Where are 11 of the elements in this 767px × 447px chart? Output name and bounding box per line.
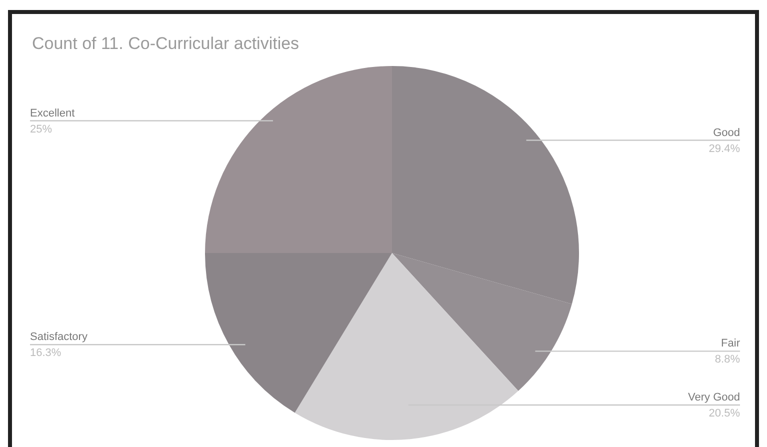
slice-label: Good xyxy=(713,126,740,139)
data-label: 25% xyxy=(30,123,52,136)
chart-title: Count of 11. Co-Curricular activities xyxy=(32,34,300,54)
data-label: 20.5% xyxy=(708,408,740,420)
slice-label: Very Good xyxy=(688,392,740,404)
data-label: 8.8% xyxy=(714,354,740,366)
slice-label: Excellent xyxy=(30,107,75,120)
data-label: 29.4% xyxy=(708,142,740,155)
slice-label: Fair xyxy=(721,338,740,350)
data-label: 16.3% xyxy=(30,347,62,360)
slice-label: Satisfactory xyxy=(30,331,88,344)
